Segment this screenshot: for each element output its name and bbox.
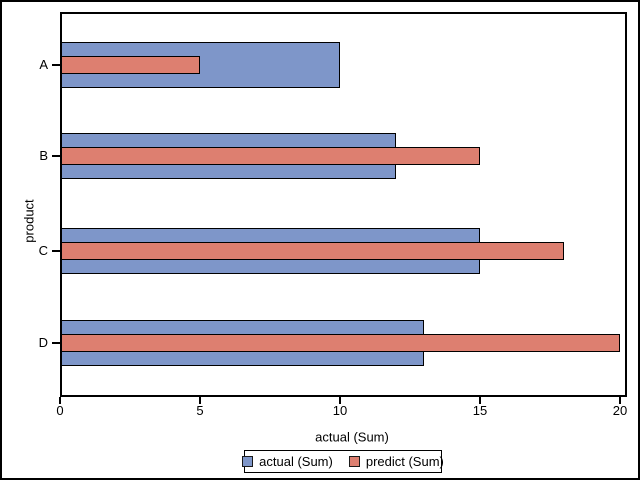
legend-label: predict (Sum) — [365, 454, 444, 469]
legend: actual (Sum) predict (Sum) — [242, 450, 444, 473]
y-tick-label-C: C — [38, 243, 48, 258]
x-tick-10 — [339, 397, 341, 404]
y-tick-B — [52, 155, 60, 157]
y-tick-D — [52, 342, 60, 344]
y-tick-label-D: D — [38, 335, 48, 350]
legend-swatch-icon — [242, 456, 254, 467]
y-tick-C — [52, 250, 60, 252]
legend-swatch-icon — [348, 456, 360, 467]
y-tick-label-A: A — [39, 57, 48, 72]
x-tick-label-20: 20 — [612, 403, 628, 418]
x-tick-label-0: 0 — [56, 403, 64, 418]
x-axis-title: actual (Sum) — [315, 429, 389, 445]
legend-label: actual (Sum) — [259, 454, 333, 469]
bar-predict-Sum--B — [60, 147, 480, 165]
legend-item-predict-Sum-: predict (Sum) — [348, 454, 444, 469]
bar-predict-Sum--C — [60, 242, 564, 260]
y-tick-label-B: B — [39, 148, 48, 163]
x-tick-15 — [479, 397, 481, 404]
bar-predict-Sum--A — [60, 56, 200, 74]
y-tick-A — [52, 64, 60, 66]
x-tick-label-10: 10 — [332, 403, 348, 418]
x-tick-20 — [619, 397, 621, 404]
x-tick-label-15: 15 — [472, 403, 488, 418]
legend-item-actual-Sum-: actual (Sum) — [242, 454, 333, 469]
plot-area: A B C D 0 5 10 15 20 — [39, 12, 627, 418]
x-tick-0 — [59, 397, 61, 404]
x-tick-5 — [199, 397, 201, 404]
y-axis-title: product — [21, 199, 37, 243]
x-tick-label-5: 5 — [196, 403, 204, 418]
bar-predict-Sum--D — [60, 334, 620, 352]
